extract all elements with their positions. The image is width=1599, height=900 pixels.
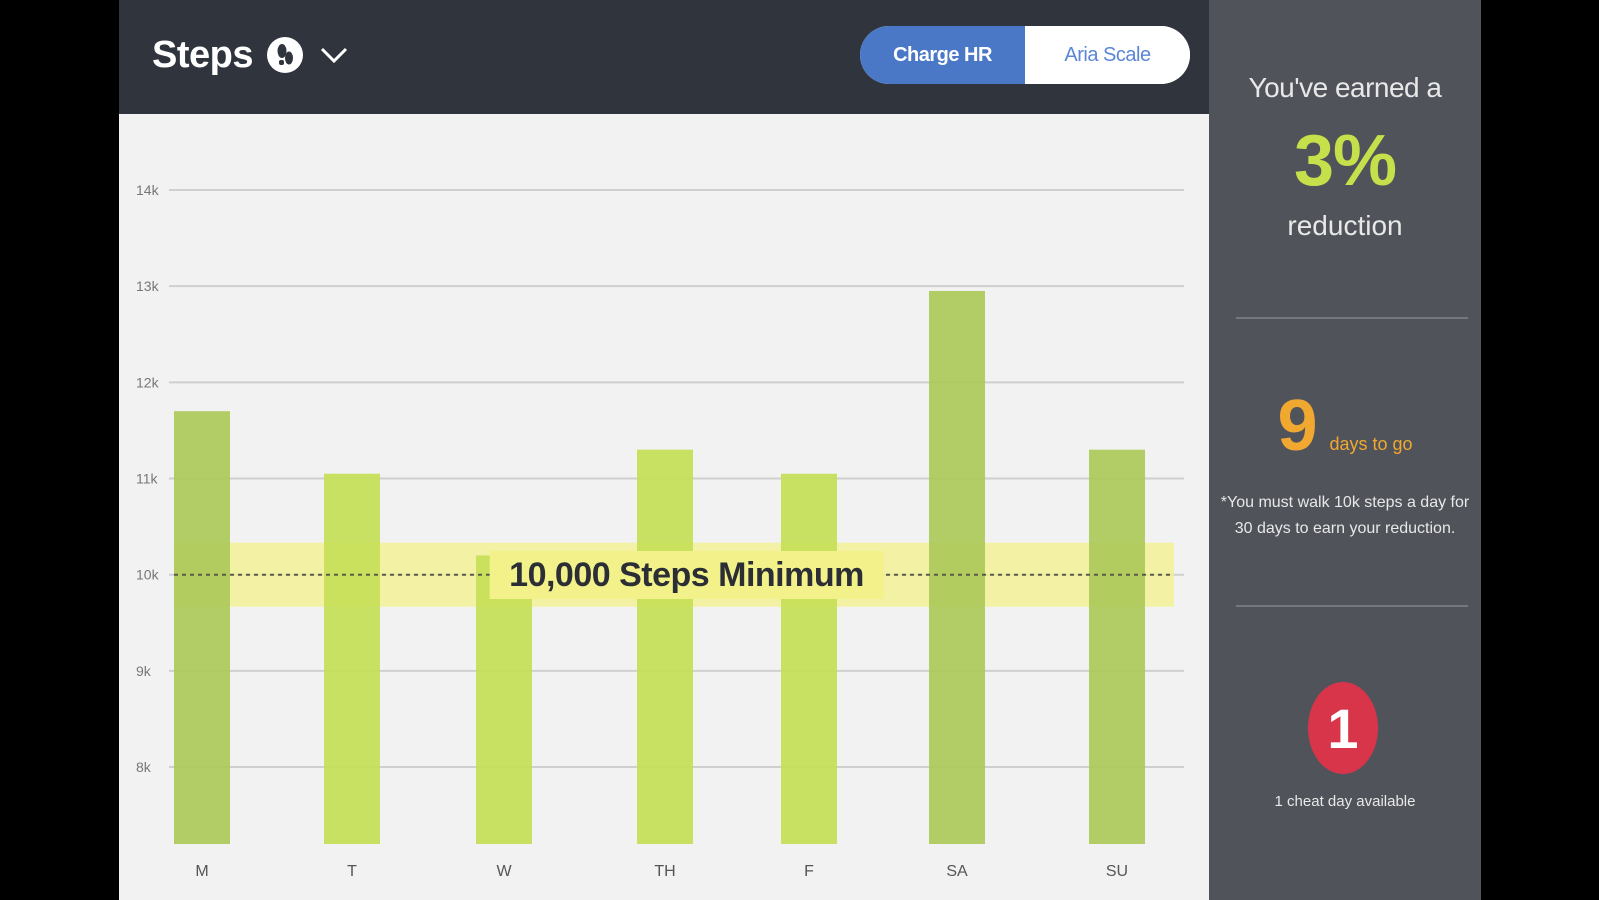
y-tick-label: 8k	[136, 759, 152, 775]
aria-scale-tab[interactable]: Aria Scale	[1025, 26, 1190, 84]
x-tick-label: F	[804, 863, 814, 880]
days-label: days to go	[1329, 434, 1413, 454]
chart-canvas: 8k 9k 10k 11k 12k 13k 14k M T W TH F SA SU	[136, 182, 1184, 880]
days-count: 9	[1277, 386, 1318, 466]
x-tick-label: SU	[1106, 863, 1128, 880]
x-tick-label: TH	[654, 863, 675, 880]
bar-t	[324, 473, 380, 844]
y-tick-label: 9k	[136, 663, 152, 679]
x-tick-label: M	[195, 863, 208, 880]
header-bar: Steps Charge HR Aria Scale	[119, 0, 1209, 114]
days-remaining: 9 days to go	[1209, 385, 1481, 467]
x-tick-label: W	[496, 863, 512, 880]
y-tick-label: 11k	[136, 471, 159, 487]
charge-hr-tab[interactable]: Charge HR	[860, 26, 1025, 84]
bar-f	[781, 473, 837, 844]
device-toggle: Charge HR Aria Scale	[860, 26, 1190, 84]
bar-su	[1089, 449, 1145, 844]
page-title: Steps	[152, 33, 253, 76]
y-tick-label: 10k	[136, 567, 160, 583]
minimum-label: 10,000 Steps Minimum	[489, 550, 884, 599]
bar-th	[637, 449, 693, 844]
chevron-down-icon[interactable]	[317, 38, 351, 72]
reduction-percent: 3%	[1293, 121, 1397, 201]
y-tick-label: 13k	[136, 278, 160, 294]
earned-text: You've earned a	[1248, 72, 1442, 103]
app-window: Steps Charge HR Aria Scale	[119, 0, 1481, 900]
y-tick-label: 14k	[136, 182, 160, 198]
reward-sidebar: You've earned a 3% reduction 9 days to g…	[1209, 0, 1481, 900]
x-tick-label: T	[347, 863, 357, 880]
cheat-day-badge: 1	[1308, 682, 1378, 774]
divider	[1236, 605, 1468, 607]
metric-selector[interactable]: Steps	[152, 30, 351, 80]
bar-sa	[929, 290, 985, 844]
reduction-label: reduction	[1287, 210, 1403, 241]
y-tick-label: 12k	[136, 374, 160, 390]
bar-m	[174, 411, 230, 844]
bar-w	[476, 555, 532, 844]
cheat-day-label: 1 cheat day available	[1274, 793, 1416, 810]
divider	[1236, 317, 1468, 319]
rule-note: *You must walk 10k steps a day for 30 da…	[1220, 494, 1470, 537]
footprint-icon	[266, 37, 303, 73]
x-tick-label: SA	[946, 863, 968, 880]
steps-chart: 8k 9k 10k 11k 12k 13k 14k M T W TH F SA SU 10,000 Ste…	[119, 114, 1209, 900]
main-panel: Steps Charge HR Aria Scale	[119, 0, 1209, 900]
